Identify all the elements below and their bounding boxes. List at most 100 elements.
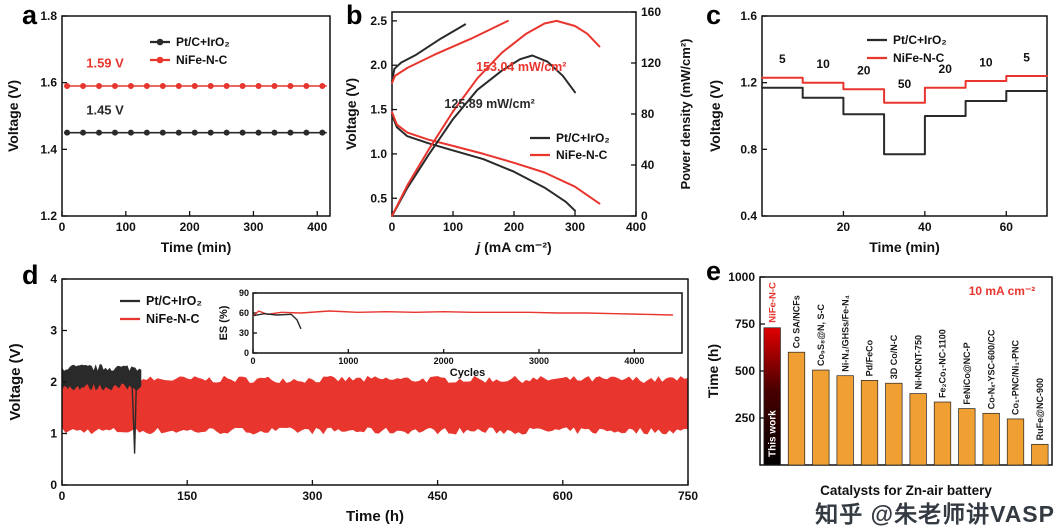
- chart-text: Pt/C+IrO₂: [556, 131, 610, 145]
- panel-b-letter: b: [346, 0, 363, 30]
- chart-text: 200: [504, 220, 524, 234]
- data-marker: [127, 83, 134, 89]
- data-marker: [239, 83, 246, 89]
- data-marker: [271, 129, 278, 136]
- chart-text: 150: [177, 489, 197, 503]
- chart-text: 0.5: [370, 191, 387, 205]
- annotation: 1.45 V: [86, 102, 124, 117]
- chart-text: 90: [239, 288, 249, 298]
- bar-0: [763, 327, 781, 466]
- chart-text: 750: [735, 317, 755, 331]
- bar-label: FeNiCo@NC-P: [962, 342, 972, 404]
- chart-text: 60: [1000, 220, 1014, 234]
- y-axis-label: Voltage (V): [5, 80, 21, 152]
- data-marker: [223, 83, 230, 89]
- chart-text: 20: [837, 220, 851, 234]
- chart-text: 200: [180, 220, 200, 234]
- chart-text: 60: [239, 308, 249, 318]
- current-density-label: 20: [857, 64, 871, 78]
- chart-text: 600: [553, 489, 573, 503]
- bar-label: Pd/FeCo: [865, 339, 875, 376]
- panel-b-chart: 0 100 200 300 400 0.5 1.0 1.5 2.0 2.5 0 40 80 120 160 j…: [343, 5, 693, 255]
- data-marker: [191, 129, 198, 136]
- chart-text: 3000: [529, 356, 549, 366]
- chart-text: 0: [244, 348, 249, 358]
- chart-text: 1.5: [370, 103, 387, 117]
- panel-a-chart: 0 100 200 300 400 1.2 1.4 1.6 1.8 Time (min) Volta…: [5, 9, 331, 255]
- chart-text: 0.4: [740, 209, 757, 223]
- chart-text: 300: [302, 489, 322, 503]
- y-axis-label: Voltage (V): [7, 343, 24, 420]
- data-marker: [159, 83, 166, 89]
- x-axis-label: Catalysts for Zn-air battery: [820, 483, 992, 498]
- current-density-label: 5: [779, 52, 786, 66]
- y-axis-label-right: Power density (mW/cm²): [678, 39, 693, 190]
- inset-bg: [252, 292, 683, 354]
- series-line: [391, 19, 509, 84]
- chart-text: 1: [50, 427, 57, 441]
- panel-c-letter: c: [706, 0, 722, 30]
- bar-top-label: NiFe-N-C: [768, 282, 779, 323]
- chart-text: 500: [735, 364, 755, 378]
- chart-text: 0: [59, 220, 66, 234]
- chart-text: 1.6: [40, 76, 57, 90]
- chart-text: 300: [565, 220, 585, 234]
- chart-text: 30: [239, 328, 249, 338]
- panel-c-chart: 20 40 60 0.4 0.8 1.2 1.6 Time (min) Voltage (V) 5…: [707, 9, 1048, 255]
- data-marker: [80, 83, 87, 89]
- current-density-label: 10: [816, 57, 830, 71]
- bar-11: [1031, 443, 1049, 466]
- legend-marker: [156, 56, 164, 64]
- chart-text: 0: [59, 489, 66, 503]
- annotation: 125.89 mW/cm²: [444, 97, 534, 111]
- data-marker: [175, 83, 182, 89]
- chart-text: 0: [641, 209, 648, 223]
- plot-frame: [252, 292, 683, 354]
- data-marker: [96, 83, 103, 89]
- chart-text: NiFe-N-C: [556, 148, 608, 162]
- chart-text: 2000: [434, 356, 454, 366]
- chart-text: 450: [428, 489, 448, 503]
- data-marker: [143, 129, 150, 136]
- data-marker: [127, 129, 134, 136]
- annotation: 153.04 mW/cm²: [476, 60, 566, 74]
- x-axis-label: Time (min): [869, 239, 940, 255]
- panel-a-letter: a: [22, 0, 38, 30]
- data-marker: [64, 83, 71, 89]
- bar-label: Co SA/NCFs: [792, 295, 802, 348]
- chart-text: 1.4: [40, 142, 57, 156]
- chart-text: NiFe-N-C: [893, 51, 945, 65]
- series-line: [252, 310, 674, 317]
- chart-text: NiFe-N-C: [146, 312, 199, 326]
- bar-label: Fe₂Co₁-NC-1100: [938, 329, 948, 398]
- current-density-label: 20: [939, 62, 953, 76]
- data-marker: [271, 83, 278, 89]
- series-line: [391, 23, 467, 83]
- data-marker: [239, 129, 246, 136]
- bar-3: [836, 375, 854, 466]
- series-line: [391, 111, 601, 205]
- data-marker: [175, 129, 182, 136]
- series-line: [252, 313, 302, 329]
- bar-label: Co₉S₈@N, S-C: [816, 304, 826, 367]
- chart-text: 40: [918, 220, 932, 234]
- data-marker: [191, 83, 198, 89]
- plot-frame: [761, 15, 1048, 217]
- failure-spike: [131, 383, 137, 454]
- chart-text: 1.8: [40, 9, 57, 23]
- x-axis-label: Time (h): [346, 508, 404, 525]
- chart-text: 4000: [624, 356, 644, 366]
- chart-text: 2.5: [370, 14, 387, 28]
- data-marker: [143, 83, 150, 89]
- chart-text: 0: [250, 356, 255, 366]
- chart-text: 120: [641, 56, 661, 70]
- data-marker: [287, 83, 294, 89]
- bar-5: [885, 382, 903, 466]
- bar-inner-label: This work: [768, 410, 779, 457]
- bar-label: Ni-NCNT-750: [913, 335, 923, 390]
- data-marker: [159, 129, 166, 136]
- series-line: [391, 113, 576, 212]
- chart-text: Pt/C+IrO₂: [146, 294, 202, 308]
- chart-text: 400: [307, 220, 327, 234]
